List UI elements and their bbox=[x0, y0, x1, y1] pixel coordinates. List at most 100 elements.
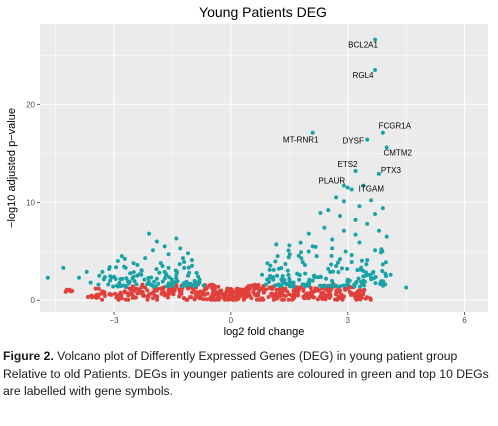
nonsignificant-point bbox=[253, 282, 258, 287]
x-axis-ticks: −3 0 3 6 bbox=[109, 312, 467, 325]
nonsignificant-point bbox=[112, 291, 117, 296]
significant-point bbox=[361, 274, 366, 279]
significant-point bbox=[84, 269, 89, 274]
nonsignificant-point bbox=[188, 295, 193, 300]
significant-point bbox=[356, 276, 361, 281]
significant-point bbox=[296, 253, 301, 258]
nonsignificant-point bbox=[291, 296, 296, 301]
nonsignificant-point bbox=[203, 286, 208, 291]
significant-point bbox=[108, 278, 113, 283]
significant-point bbox=[330, 284, 335, 289]
significant-point bbox=[307, 277, 312, 282]
nonsignificant-point bbox=[340, 297, 345, 302]
significant-point bbox=[273, 283, 278, 288]
significant-point bbox=[166, 265, 171, 270]
significant-point bbox=[154, 239, 159, 244]
significant-point bbox=[286, 272, 291, 277]
significant-point bbox=[113, 276, 118, 281]
significant-point bbox=[174, 236, 179, 241]
significant-point bbox=[180, 284, 185, 289]
significant-point bbox=[359, 279, 364, 284]
significant-point bbox=[128, 271, 133, 276]
labelled-gene-point bbox=[365, 137, 370, 142]
nonsignificant-point bbox=[235, 287, 240, 292]
gene-label: ITGAM bbox=[359, 185, 385, 194]
nonsignificant-point bbox=[213, 297, 218, 302]
significant-point bbox=[349, 187, 354, 192]
nonsignificant-point bbox=[310, 291, 315, 296]
significant-point bbox=[106, 282, 111, 287]
significant-point bbox=[291, 284, 296, 289]
significant-point bbox=[115, 259, 120, 264]
significant-point bbox=[271, 277, 276, 282]
y-tick-label: 10 bbox=[26, 198, 35, 207]
significant-point bbox=[330, 280, 335, 285]
significant-point bbox=[365, 258, 370, 263]
significant-point bbox=[318, 211, 323, 216]
significant-point bbox=[282, 280, 287, 285]
x-tick-label: 6 bbox=[462, 316, 467, 325]
nonsignificant-point bbox=[243, 291, 248, 296]
significant-point bbox=[162, 276, 167, 281]
nonsignificant-point bbox=[162, 291, 167, 296]
significant-point bbox=[166, 252, 171, 257]
labelled-gene-point bbox=[341, 183, 346, 188]
nonsignificant-point bbox=[151, 289, 156, 294]
plot-panel bbox=[40, 24, 488, 312]
gene-label: BCL2A1 bbox=[348, 41, 378, 50]
nonsignificant-point bbox=[246, 291, 251, 296]
significant-point bbox=[135, 262, 140, 267]
nonsignificant-point bbox=[218, 289, 223, 294]
nonsignificant-point bbox=[261, 297, 266, 302]
significant-point bbox=[367, 272, 372, 277]
nonsignificant-point bbox=[280, 286, 285, 291]
nonsignificant-point bbox=[280, 291, 285, 296]
significant-point bbox=[329, 253, 334, 258]
nonsignificant-point bbox=[204, 297, 209, 302]
nonsignificant-point bbox=[271, 297, 276, 302]
nonsignificant-point bbox=[67, 288, 72, 293]
nonsignificant-point bbox=[368, 296, 373, 301]
significant-point bbox=[335, 260, 340, 265]
chart-title: Young Patients DEG bbox=[199, 4, 327, 20]
significant-point bbox=[156, 281, 161, 286]
volcano-plot-figure: Young Patients DEG BCL2A1 RGL4 FCGR1A MT-RN… bbox=[6, 4, 488, 338]
nonsignificant-point bbox=[261, 288, 266, 293]
significant-point bbox=[196, 274, 201, 279]
significant-point bbox=[287, 279, 292, 284]
nonsignificant-point bbox=[358, 288, 363, 293]
nonsignificant-point bbox=[132, 288, 137, 293]
significant-point bbox=[349, 253, 354, 258]
labelled-gene-point bbox=[373, 68, 378, 73]
nonsignificant-point bbox=[337, 290, 342, 295]
significant-point bbox=[97, 273, 102, 278]
significant-point bbox=[345, 279, 350, 284]
significant-point bbox=[383, 260, 388, 265]
significant-point bbox=[324, 276, 329, 281]
significant-point bbox=[297, 277, 302, 282]
significant-point bbox=[164, 284, 169, 289]
gene-label: MT-RNR1 bbox=[283, 136, 319, 145]
minor-gridlines bbox=[40, 24, 488, 312]
significant-point bbox=[146, 279, 151, 284]
nonsignificant-point bbox=[177, 287, 182, 292]
significant-point bbox=[318, 283, 323, 288]
nonsignificant-point bbox=[93, 286, 98, 291]
significant-point bbox=[330, 237, 335, 242]
significant-point bbox=[123, 284, 128, 289]
significant-point bbox=[143, 256, 148, 261]
significant-point bbox=[287, 243, 292, 248]
significant-point bbox=[276, 282, 281, 287]
y-axis-ticks: 0 10 20 bbox=[26, 100, 40, 305]
nonsignificant-point bbox=[161, 288, 166, 293]
significant-point bbox=[383, 282, 388, 287]
significant-point bbox=[303, 271, 308, 276]
nonsignificant-point bbox=[362, 287, 367, 292]
nonsignificant-point bbox=[225, 286, 230, 291]
major-gridlines bbox=[40, 24, 488, 312]
significant-point bbox=[313, 244, 318, 249]
nonsignificant-point bbox=[126, 293, 131, 298]
significant-point bbox=[380, 206, 385, 211]
significant-point bbox=[337, 257, 342, 262]
significant-point bbox=[189, 258, 194, 263]
